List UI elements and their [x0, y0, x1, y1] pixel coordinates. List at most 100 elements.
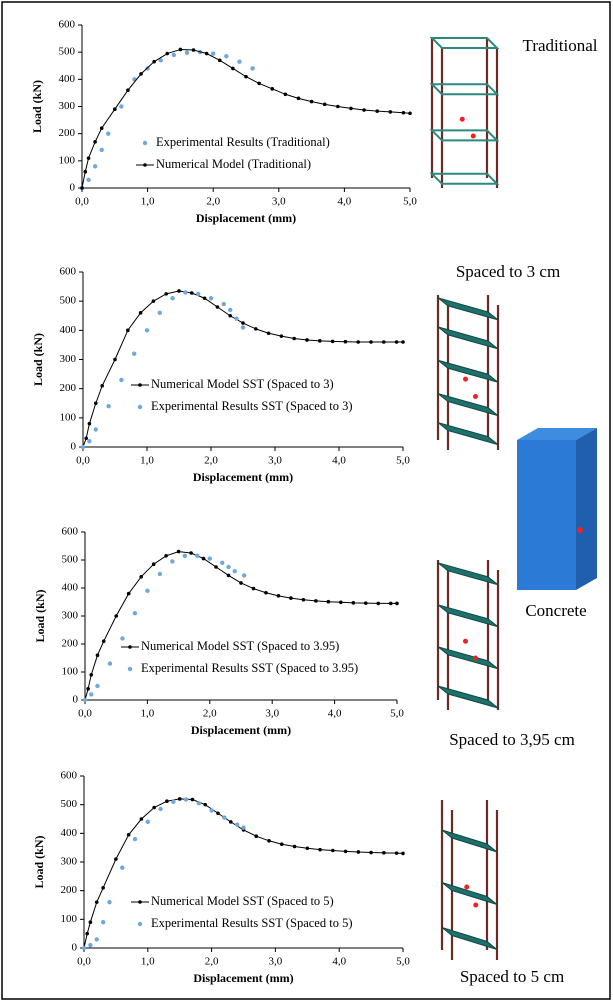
line-point — [113, 357, 117, 362]
line-point — [94, 900, 99, 904]
data-point — [144, 328, 150, 333]
data-point — [195, 553, 200, 558]
line-point — [388, 601, 393, 606]
line-point — [343, 849, 348, 854]
line-point — [176, 549, 181, 554]
data-point — [157, 310, 162, 316]
y-tick-label: 200 — [60, 382, 77, 394]
line-point — [85, 931, 89, 936]
y-tick-label: 500 — [61, 798, 78, 810]
x-tick-label: 2,0 — [203, 708, 217, 720]
line-point — [100, 383, 104, 388]
stirrup — [437, 685, 499, 709]
line-point — [401, 110, 406, 115]
rebar-cage — [436, 560, 500, 710]
legend-label: Numerical Model SST (Spaced to 3.95) — [141, 639, 339, 653]
x-tick-label: 1,0 — [140, 455, 154, 467]
line-point — [369, 340, 373, 344]
side-label: Concrete — [525, 601, 586, 620]
line-point — [114, 857, 118, 861]
stirrup — [437, 646, 499, 670]
line-point — [264, 590, 268, 595]
line-point — [95, 653, 100, 657]
y-tick-label: 500 — [59, 46, 76, 58]
line-point — [152, 805, 156, 810]
line-point — [322, 102, 327, 107]
y-tick-label: 400 — [61, 827, 78, 839]
data-point — [234, 822, 240, 827]
data-point — [182, 553, 188, 558]
line-point — [395, 601, 399, 606]
data-point — [145, 819, 150, 825]
data-point — [145, 588, 150, 593]
x-tick-label: 4,0 — [332, 455, 346, 467]
data-point — [196, 291, 201, 297]
y-tick-label: 600 — [59, 19, 76, 31]
stirrup — [437, 422, 499, 446]
data-point — [132, 611, 138, 616]
sensor — [473, 655, 478, 661]
x-tick-label: 5,0 — [396, 956, 410, 968]
line-point — [289, 596, 293, 600]
line-point — [356, 340, 361, 344]
line-point — [339, 600, 343, 605]
y-tick-label: 300 — [62, 610, 79, 622]
line-point — [376, 601, 381, 606]
line-point — [254, 327, 258, 331]
data-point — [234, 316, 239, 321]
data-point — [207, 556, 212, 561]
line-point — [305, 846, 310, 851]
y-tick-label: 300 — [61, 856, 78, 868]
line-point — [151, 562, 156, 566]
line-point — [86, 156, 91, 160]
stirrup — [441, 927, 498, 950]
line-point — [314, 599, 318, 603]
data-point — [208, 296, 214, 301]
data-point — [228, 307, 233, 313]
y-axis-label: Load (kN) — [31, 333, 45, 386]
line-point — [80, 186, 84, 190]
data-point — [170, 296, 175, 301]
data-point — [132, 351, 137, 356]
line-point — [93, 140, 97, 144]
line-point — [309, 99, 314, 104]
y-tick-label: 0 — [72, 942, 78, 954]
x-tick-label: 4,0 — [328, 708, 342, 720]
data-point — [120, 865, 125, 870]
line-point — [88, 920, 93, 924]
line-point — [394, 851, 399, 855]
data-point — [86, 177, 91, 183]
stirrup — [429, 37, 500, 49]
y-tick-label: 0 — [70, 182, 76, 194]
line-point — [251, 586, 256, 591]
line-point — [226, 573, 231, 578]
x-tick-label: 2,0 — [205, 956, 219, 968]
line-point — [177, 289, 181, 293]
line-point — [138, 311, 143, 315]
line-point — [292, 844, 297, 849]
line-point — [382, 340, 386, 344]
line-point — [191, 48, 196, 52]
line-point — [203, 802, 208, 807]
data-point — [82, 697, 88, 703]
line-point — [114, 614, 118, 618]
line-point — [388, 110, 393, 114]
x-tick-label: 1,0 — [141, 956, 155, 968]
y-tick-label: 500 — [62, 554, 79, 566]
data-point — [132, 836, 138, 842]
line-point — [190, 797, 195, 802]
line-point — [241, 321, 245, 325]
legend-swatch — [142, 140, 148, 146]
data-point — [241, 825, 246, 830]
legend-swatch — [143, 163, 147, 167]
data-point — [184, 50, 190, 55]
stirrup — [437, 326, 499, 350]
y-tick-label: 200 — [61, 884, 78, 896]
data-point — [250, 66, 255, 71]
legend-label: Numerical Model SST (Spaced to 5) — [151, 894, 334, 908]
line-point — [189, 551, 193, 555]
data-point — [232, 569, 237, 574]
line-point — [279, 842, 284, 847]
legend-swatch — [128, 645, 132, 649]
